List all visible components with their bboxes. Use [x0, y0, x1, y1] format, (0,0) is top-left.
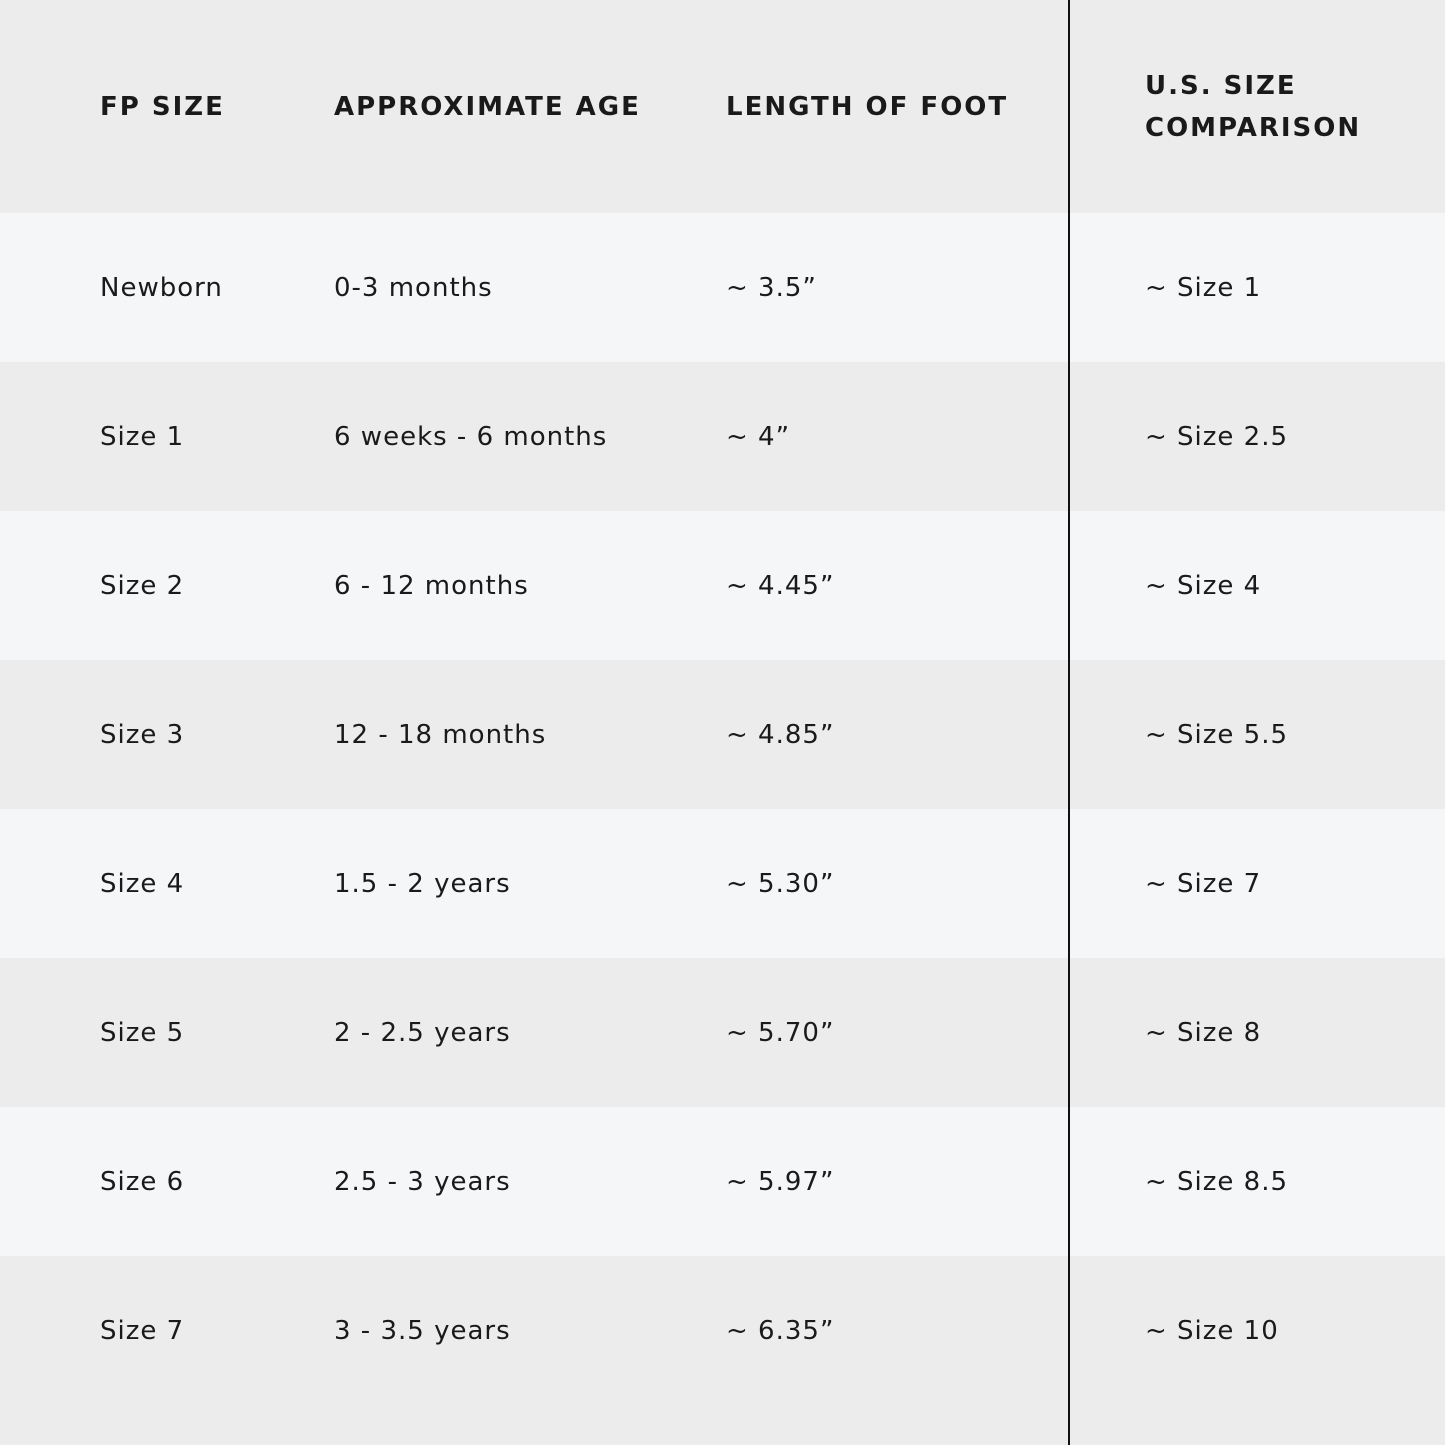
cell: ~ Size 5.5: [1145, 719, 1289, 750]
column-divider: [1068, 0, 1070, 1445]
table-row: Size 7 3 - 3.5 years ~ 6.35” ~ Size 10: [0, 1256, 1445, 1405]
cell: 6 weeks - 6 months: [334, 421, 608, 452]
cell: U.S. SIZE COMPARISON: [1145, 70, 1362, 143]
cell: ~ 3.5”: [726, 272, 817, 303]
cell: FP SIZE: [100, 91, 225, 122]
cell: 3 - 3.5 years: [334, 1315, 511, 1346]
cell: ~ Size 8: [1145, 1017, 1262, 1048]
cell: Size 7: [100, 1315, 185, 1346]
table-row: Size 2 6 - 12 months ~ 4.45” ~ Size 4: [0, 511, 1445, 660]
cell: ~ 4”: [726, 421, 791, 452]
cell: ~ Size 10: [1145, 1315, 1279, 1346]
cell: 0-3 months: [334, 272, 493, 303]
cell: ~ 5.70”: [726, 1017, 835, 1048]
table-row: Size 3 12 - 18 months ~ 4.85” ~ Size 5.5: [0, 660, 1445, 809]
cell: ~ Size 1: [1145, 272, 1262, 303]
cell: Size 2: [100, 570, 185, 601]
cell: LENGTH OF FOOT: [726, 91, 1009, 122]
cell: ~ 5.97”: [726, 1166, 835, 1197]
cell: ~ 6.35”: [726, 1315, 835, 1346]
cell: 2 - 2.5 years: [334, 1017, 511, 1048]
cell: 1.5 - 2 years: [334, 868, 511, 899]
cell: Size 4: [100, 868, 185, 899]
cell: ~ 5.30”: [726, 868, 835, 899]
cell: 6 - 12 months: [334, 570, 529, 601]
cell: Size 5: [100, 1017, 185, 1048]
cell: 2.5 - 3 years: [334, 1166, 511, 1197]
cell: APPROXIMATE AGE: [334, 91, 641, 122]
cell: ~ 4.45”: [726, 570, 835, 601]
table-row: Newborn 0-3 months ~ 3.5” ~ Size 1: [0, 213, 1445, 362]
table-row: Size 6 2.5 - 3 years ~ 5.97” ~ Size 8.5: [0, 1107, 1445, 1256]
cell: Size 6: [100, 1166, 185, 1197]
cell: ~ Size 8.5: [1145, 1166, 1289, 1197]
cell: Newborn: [100, 272, 223, 303]
table-row: Size 4 1.5 - 2 years ~ 5.30” ~ Size 7: [0, 809, 1445, 958]
cell: Size 1: [100, 421, 185, 452]
table-row: Size 5 2 - 2.5 years ~ 5.70” ~ Size 8: [0, 958, 1445, 1107]
cell: Size 3: [100, 719, 185, 750]
cell: ~ Size 4: [1145, 570, 1262, 601]
cell: ~ 4.85”: [726, 719, 835, 750]
cell: ~ Size 2.5: [1145, 421, 1289, 452]
header-row: FP SIZE APPROXIMATE AGE LENGTH OF FOOT U.S.…: [0, 0, 1445, 213]
table-row: Size 1 6 weeks - 6 months ~ 4” ~ Size 2.5: [0, 362, 1445, 511]
cell: ~ Size 7: [1145, 868, 1262, 899]
cell: 12 - 18 months: [334, 719, 547, 750]
